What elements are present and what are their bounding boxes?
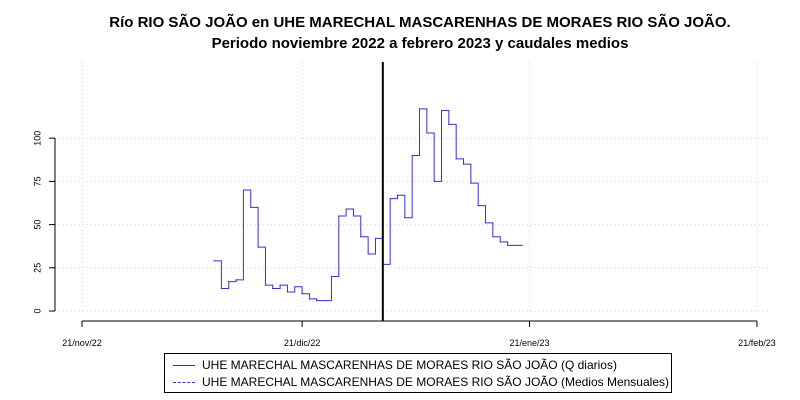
series-point <box>257 246 259 248</box>
series-point <box>301 293 303 295</box>
series-point <box>316 300 318 302</box>
chart-subtitle: Periodo noviembre 2022 a febrero 2023 y … <box>211 35 629 52</box>
legend-swatch-dashed <box>173 381 195 383</box>
y-tick-label: 100 <box>32 131 42 146</box>
series-point <box>499 241 501 243</box>
series-point <box>242 189 245 191</box>
series-point <box>484 222 487 224</box>
y-tick-label: 50 <box>32 220 42 230</box>
y-tick-label: 0 <box>32 308 42 313</box>
legend-item-daily: UHE MARECHAL MASCARENHAS DE MORAES RIO S… <box>173 357 617 373</box>
series-point <box>220 287 223 290</box>
series-point <box>470 182 472 184</box>
x-tick-label: 21/dic/22 <box>284 338 321 348</box>
series-point <box>418 108 421 110</box>
series-point <box>433 180 435 182</box>
series-point <box>345 208 347 210</box>
series-point <box>352 215 355 217</box>
y-tick-label: 75 <box>32 176 42 186</box>
series-point <box>367 253 369 255</box>
chart-title-block: Río RIO SÃO JOÃO en UHE MARECHAL MASCARE… <box>0 12 800 54</box>
legend: UHE MARECHAL MASCARENHAS DE MORAES RIO S… <box>164 353 672 393</box>
legend-label-monthly: UHE MARECHAL MASCARENHAS DE MORAES RIO S… <box>202 375 669 389</box>
x-tick-label: 21/nov/22 <box>62 338 102 348</box>
series-point <box>323 300 325 302</box>
legend-swatch-solid <box>173 364 195 366</box>
series-point <box>294 286 296 288</box>
series-point <box>455 158 457 160</box>
series-point <box>228 281 230 283</box>
series-point <box>506 244 509 246</box>
series-point <box>440 109 443 112</box>
series-point <box>462 163 465 165</box>
series-point <box>521 244 523 246</box>
series-point <box>308 298 311 300</box>
series-point <box>404 217 406 219</box>
series-point <box>492 236 494 238</box>
series-point <box>279 284 281 286</box>
series-point <box>426 132 428 134</box>
series-point <box>338 215 340 217</box>
series-point <box>411 154 413 157</box>
series-point <box>389 198 391 200</box>
series-point <box>235 279 237 281</box>
series-line-0 <box>214 108 523 302</box>
series-point <box>330 275 333 278</box>
series-point <box>448 123 450 125</box>
legend-item-monthly: UHE MARECHAL MASCARENHAS DE MORAES RIO S… <box>173 374 669 390</box>
series-point <box>396 194 399 196</box>
series-layer <box>213 108 523 302</box>
x-tick-label: 21/ene/23 <box>510 338 550 348</box>
series-point <box>374 237 377 240</box>
legend-label-daily: UHE MARECHAL MASCARENHAS DE MORAES RIO S… <box>202 358 617 372</box>
series-point <box>514 244 516 246</box>
x-tick-label: 21/feb/23 <box>738 338 776 348</box>
series-point <box>360 236 362 238</box>
series-point <box>250 206 252 208</box>
series-point <box>286 291 289 293</box>
series-point <box>477 204 479 207</box>
y-tick-label: 25 <box>32 263 42 273</box>
grid <box>55 62 770 312</box>
chart-title: Río RIO SÃO JOÃO en UHE MARECHAL MASCARE… <box>109 14 731 31</box>
series-point <box>213 260 215 262</box>
series-point <box>272 287 274 290</box>
axes: 0 25 50 75 100 21/nov/22 21/dic/22 21/ene/23 21/… <box>32 131 775 348</box>
series-point <box>264 284 267 286</box>
